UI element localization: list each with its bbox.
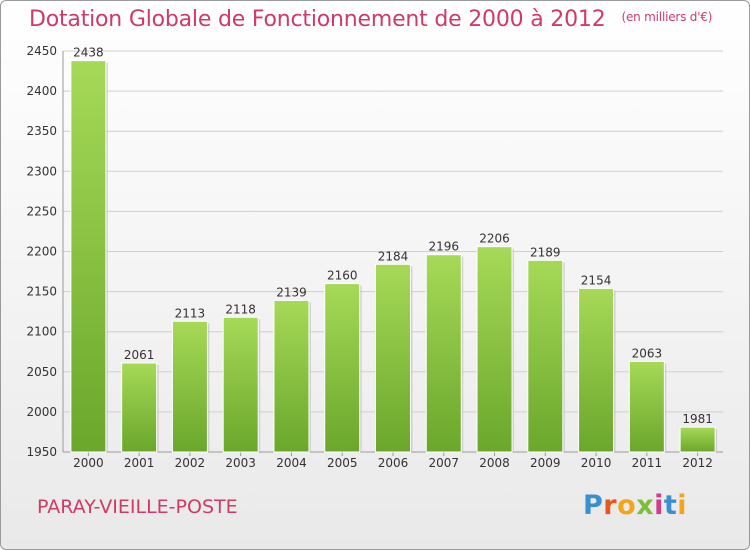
bar-layer: [70, 60, 718, 453]
y-tick-label: 2100: [26, 325, 57, 339]
label-layer: 2438 2061 2113 2118 2139 2160 2184 2196 2206 2189…: [73, 46, 713, 427]
y-tick-label: 2250: [26, 204, 57, 218]
logo-letter: r: [603, 490, 618, 521]
location-name: PARAY-VIEILLE-POSTE: [37, 496, 238, 518]
x-tick-label: 2010: [581, 456, 612, 470]
bar: [628, 360, 665, 453]
data-label: 2160: [327, 269, 358, 283]
data-label: 2113: [175, 306, 206, 320]
y-tick-label: 2150: [26, 285, 57, 299]
y-tick-label: 2350: [26, 124, 57, 138]
y-tick-label: 2450: [26, 44, 57, 58]
chart-unit-label: (en milliers d'€): [621, 10, 713, 24]
bar: [324, 283, 361, 453]
proxiti-logo: Proxiti: [583, 490, 687, 521]
x-tick-label: 2006: [378, 456, 409, 470]
data-label: 2154: [581, 273, 612, 287]
x-tick-label: 2008: [479, 456, 510, 470]
logo-letter: i: [654, 490, 664, 521]
x-tick-label: 2011: [632, 456, 663, 470]
data-label: 2063: [632, 346, 663, 360]
data-label: 2184: [378, 249, 409, 263]
bar: [171, 320, 208, 453]
logo-letter: i: [677, 490, 688, 521]
data-label: 1981: [682, 412, 713, 426]
x-tick-label: 2005: [327, 456, 358, 470]
bar: [527, 259, 564, 453]
chart-title-text: Dotation Globale de Fonctionnement de 20…: [29, 7, 606, 32]
bar: [578, 287, 615, 453]
data-label: 2139: [276, 285, 307, 299]
y-tick-label: 2300: [26, 164, 57, 178]
x-tick-label: 2004: [276, 456, 307, 470]
logo-letter: t: [663, 490, 678, 521]
x-tick-label: 2009: [530, 456, 561, 470]
data-label: 2206: [479, 232, 510, 246]
y-tick-label: 2050: [26, 365, 57, 379]
bar: [70, 60, 107, 453]
x-tick-label: 2001: [124, 456, 155, 470]
y-tick-label: 2200: [26, 245, 57, 259]
data-label: 2438: [73, 46, 104, 60]
x-tick-label: 2003: [225, 456, 256, 470]
logo-letter: o: [617, 490, 637, 521]
x-tick-label: 2007: [428, 456, 459, 470]
x-tick-label: 2002: [175, 456, 206, 470]
data-label: 2189: [530, 245, 561, 259]
bar: [222, 316, 259, 453]
y-tick-label: 2400: [26, 84, 57, 98]
y-tick-label: 1950: [26, 445, 57, 459]
y-tick-label: 2000: [26, 405, 57, 419]
axis-layer: 1950 2000 2050 2100 2150 2200 2250 2300 2350 2400…: [26, 44, 723, 470]
data-label: 2118: [225, 302, 256, 316]
bar: [273, 299, 310, 453]
data-label: 2196: [428, 240, 459, 254]
x-tick-label: 2012: [682, 456, 713, 470]
bar: [679, 426, 716, 453]
chart-title: Dotation Globale de Fonctionnement de 20…: [29, 7, 712, 32]
logo-letter: x: [636, 490, 655, 521]
logo-letter: P: [583, 490, 604, 521]
bar: [476, 246, 513, 453]
bar: [375, 263, 411, 453]
bar: [425, 254, 462, 453]
data-label: 2061: [124, 348, 155, 362]
x-tick-label: 2000: [73, 456, 104, 470]
bar: [121, 362, 158, 453]
